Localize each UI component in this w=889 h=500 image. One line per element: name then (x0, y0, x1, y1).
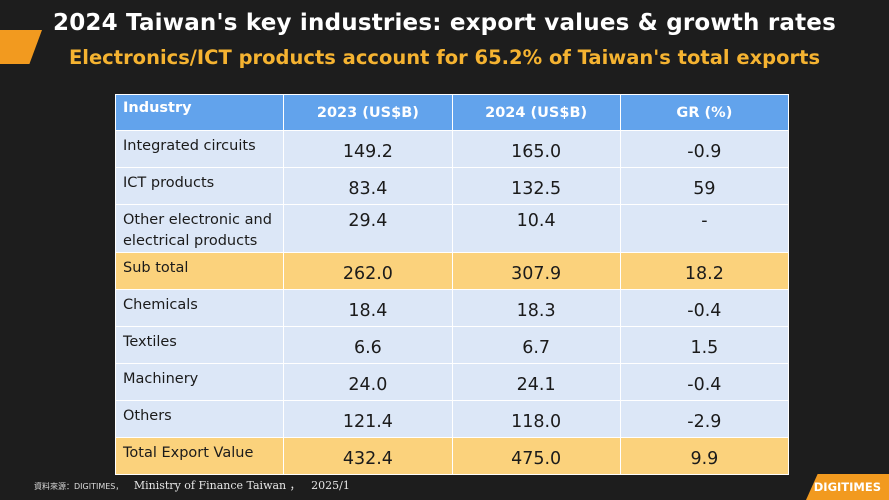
value-2023: 24.0 (283, 363, 453, 401)
value-2024: 24.1 (451, 363, 621, 401)
source-name: Ministry of Finance Taiwan (133, 479, 287, 492)
growth-rate: 1.5 (619, 326, 790, 364)
value-2023: 149.2 (283, 130, 453, 168)
table-row: Chemicals 18.4 18.3 -0.4 (114, 289, 790, 327)
table-header-row: Industry 2023 (US$B) 2024 (US$B) GR (%) (114, 94, 790, 131)
value-2024: 18.3 (451, 289, 621, 327)
page-title: 2024 Taiwan's key industries: export val… (53, 10, 836, 36)
source-footer: 資料來源：DIGITIMES， Ministry of Finance Taiw… (34, 477, 350, 493)
industry-name: Machinery (114, 363, 285, 401)
industry-name: Others (114, 400, 285, 438)
header-2023: 2023 (US$B) (283, 94, 453, 131)
header-2024: 2024 (US$B) (451, 94, 621, 131)
table-row: Textiles 6.6 6.7 1.5 (114, 326, 790, 364)
value-2023: 121.4 (283, 400, 453, 438)
industry-name: Total Export Value (114, 437, 285, 475)
source-date: 2025/1 (311, 479, 350, 492)
growth-rate: 9.9 (619, 437, 790, 475)
growth-rate: -2.9 (619, 400, 790, 438)
growth-rate: 59 (619, 167, 790, 205)
table-row: Integrated circuits 149.2 165.0 -0.9 (114, 130, 790, 168)
value-2024: 118.0 (451, 400, 621, 438)
growth-rate: -0.4 (619, 289, 790, 327)
value-2023: 6.6 (283, 326, 453, 364)
page-subtitle: Electronics/ICT products account for 65.… (68, 46, 821, 69)
table-row: Others 121.4 118.0 -2.9 (114, 400, 790, 438)
industry-name: Integrated circuits (114, 130, 285, 168)
value-2024: 6.7 (451, 326, 621, 364)
growth-rate: -0.4 (619, 363, 790, 401)
footer-separator: ， (289, 479, 301, 492)
value-2024: 132.5 (451, 167, 621, 205)
growth-rate: -0.9 (619, 130, 790, 168)
value-2024: 307.9 (451, 252, 621, 290)
growth-rate: 18.2 (619, 252, 790, 290)
value-2024: 165.0 (451, 130, 621, 168)
value-2023: 262.0 (283, 252, 453, 290)
table-row: Other electronic and electrical products… (114, 204, 790, 253)
source-label: 資料來源：DIGITIMES， (34, 482, 124, 491)
industry-name: Sub total (114, 252, 285, 290)
value-2023: 432.4 (283, 437, 453, 475)
table-row: Machinery 24.0 24.1 -0.4 (114, 363, 790, 401)
value-2023: 83.4 (283, 167, 453, 205)
value-2024: 10.4 (451, 204, 621, 253)
industry-name: Other electronic and electrical products (114, 204, 285, 253)
table-row-total: Total Export Value 432.4 475.0 9.9 (114, 437, 790, 475)
industry-name: Textiles (114, 326, 285, 364)
industry-name: Chemicals (114, 289, 285, 327)
growth-rate: - (619, 204, 790, 253)
industry-name: ICT products (114, 167, 285, 205)
header-growth-rate: GR (%) (619, 94, 790, 131)
value-2023: 18.4 (283, 289, 453, 327)
table-row: ICT products 83.4 132.5 59 (114, 167, 790, 205)
value-2024: 475.0 (451, 437, 621, 475)
table-row-subtotal: Sub total 262.0 307.9 18.2 (114, 252, 790, 290)
digitimes-logo: DIGITIMES (806, 474, 889, 500)
header-industry: Industry (114, 94, 285, 131)
value-2023: 29.4 (283, 204, 453, 253)
export-table: Industry 2023 (US$B) 2024 (US$B) GR (%) … (114, 94, 790, 475)
